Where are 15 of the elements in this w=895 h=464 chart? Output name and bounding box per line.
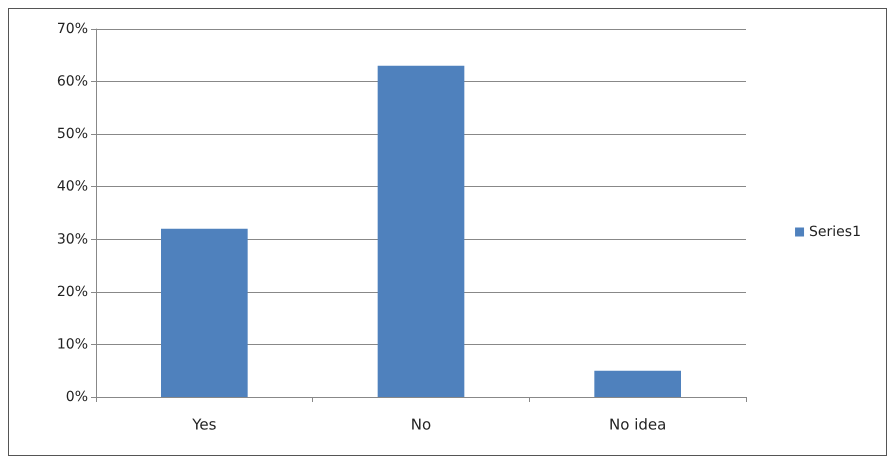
y-tick-label: 70% — [56, 21, 88, 37]
y-tick-label: 40% — [56, 178, 88, 195]
x-tick-label: No — [410, 416, 432, 434]
y-tick-label: 60% — [56, 74, 88, 90]
bar — [161, 228, 248, 397]
y-tick-label: 10% — [56, 336, 88, 352]
x-tick-label: Yes — [191, 416, 217, 434]
x-tick-label: No idea — [609, 416, 666, 434]
y-tick-label: 50% — [56, 126, 88, 142]
y-tick-label: 30% — [56, 231, 88, 248]
bar — [594, 370, 681, 397]
bar — [378, 66, 464, 397]
y-tick-label: 20% — [56, 284, 88, 300]
y-tick-label: 0% — [66, 389, 88, 405]
legend-label: Series1 — [809, 224, 862, 240]
